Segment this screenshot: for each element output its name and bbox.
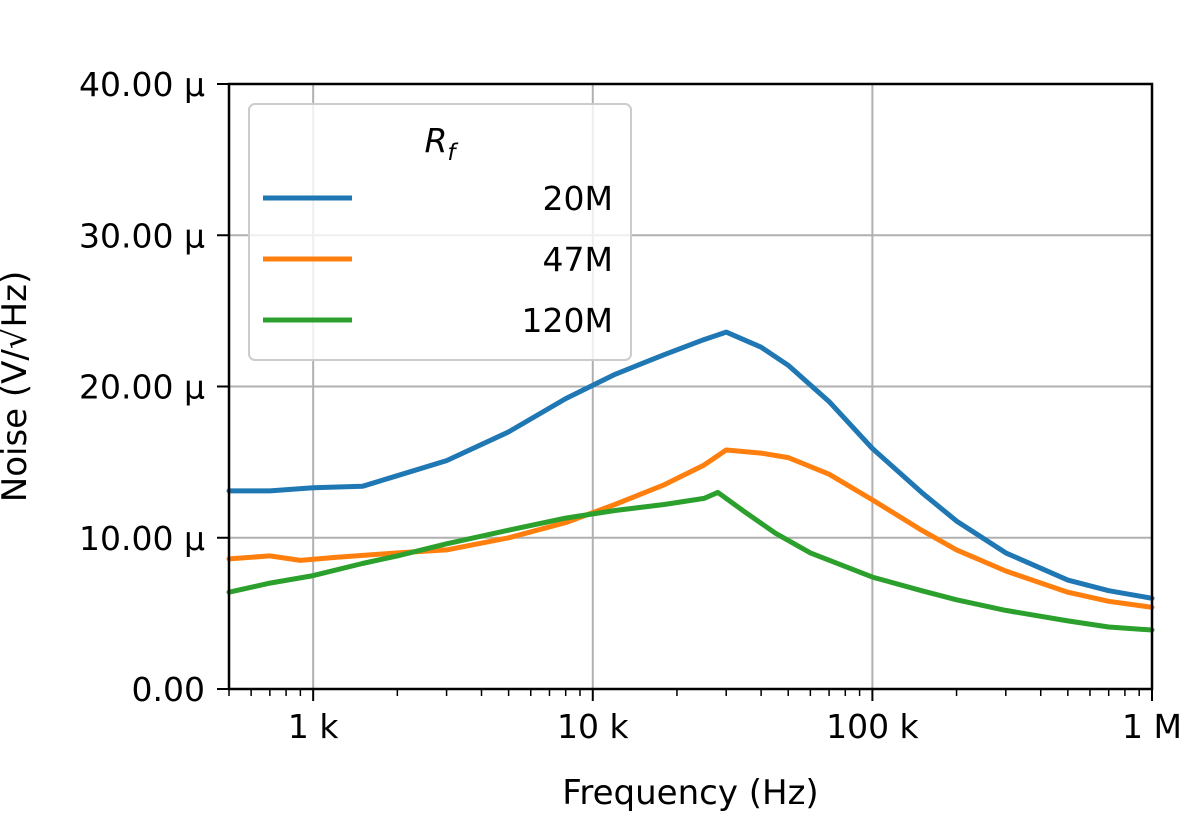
legend-title: Rf bbox=[424, 121, 458, 166]
y-tick-label: 20.00 μ bbox=[79, 368, 205, 407]
x-tick-label: 1 k bbox=[288, 707, 339, 746]
x-tick-label: 10 k bbox=[557, 707, 629, 746]
axis-ticks: 1 k 10 k 100 k 1 M 0.00 10.00 μ 20.00 μ 30.00 μ… bbox=[79, 65, 1182, 746]
legend: Rf 20M 47M 120M bbox=[248, 103, 632, 361]
series-line-20m bbox=[226, 329, 1155, 601]
legend-title-sub: f bbox=[447, 140, 458, 166]
x-tick-label: 1 M bbox=[1122, 707, 1182, 746]
y-tick-label: 40.00 μ bbox=[79, 65, 205, 104]
y-tick-label: 30.00 μ bbox=[79, 216, 205, 255]
series-lines bbox=[226, 329, 1155, 633]
series-line-47m bbox=[226, 447, 1155, 610]
legend-box bbox=[248, 103, 632, 361]
y-tick-label: 10.00 μ bbox=[79, 519, 205, 558]
legend-label-47m: 47M bbox=[543, 240, 613, 279]
legend-label-120m: 120M bbox=[522, 301, 613, 340]
y-axis-label: Noise (V/√Hz) bbox=[0, 271, 35, 502]
legend-entries: 20M 47M 120M bbox=[263, 179, 613, 340]
legend-label-20m: 20M bbox=[543, 179, 613, 218]
legend-title-main: R bbox=[424, 121, 447, 160]
series-line-120m bbox=[226, 489, 1155, 633]
y-tick-label: 0.00 bbox=[132, 670, 205, 709]
x-axis-label: Frequency (Hz) bbox=[562, 773, 818, 813]
x-tick-label: 100 k bbox=[826, 707, 919, 746]
